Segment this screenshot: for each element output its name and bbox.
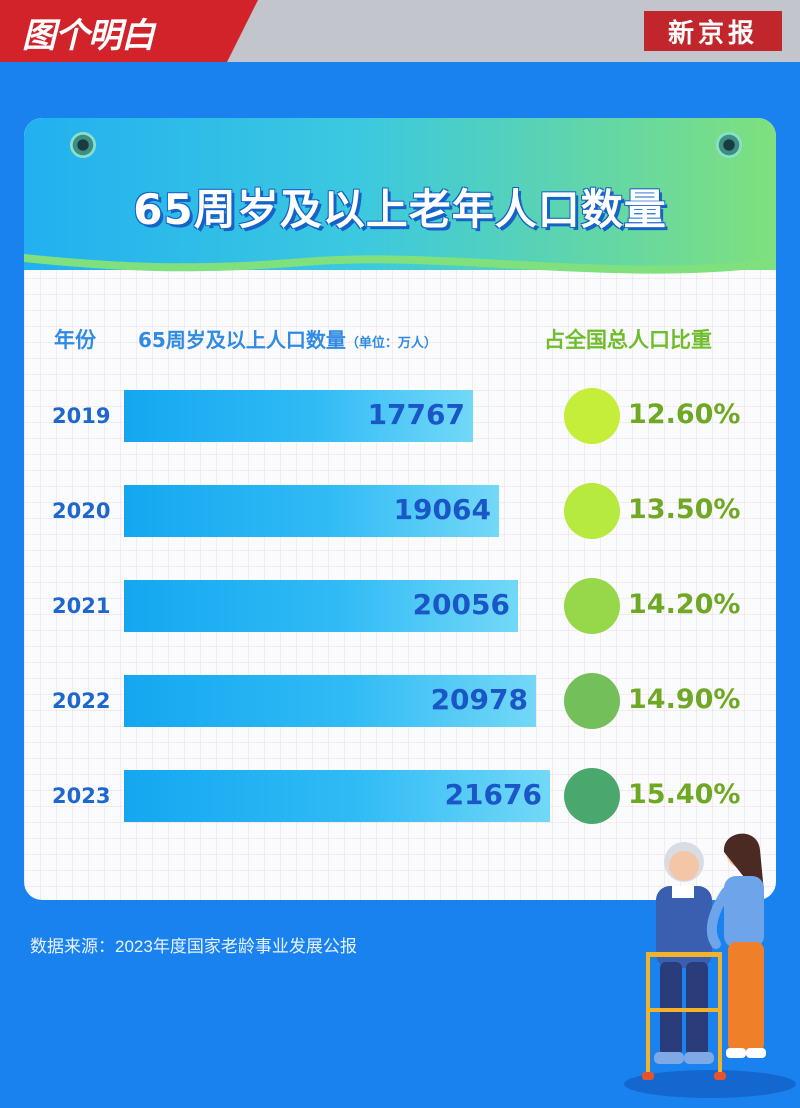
population-bar: 19064 [124,485,499,537]
bar-value-label: 17767 [367,398,465,431]
column-header-count: 65周岁及以上人口数量（单位：万人） [138,324,437,353]
share-circle [564,768,620,824]
newspaper-logo: 新京报 [644,11,782,51]
share-percent: 14.90% [628,684,741,715]
pin-icon-right [716,132,742,158]
column-header-share: 占全国总人口比重 [544,328,712,352]
share-percent: 15.40% [628,779,741,810]
population-bar: 20056 [124,580,518,632]
share-circle [564,578,620,634]
pin-icon-left [70,132,96,158]
column-header-unit: （单位：万人） [345,336,437,351]
bar-value-label: 20056 [412,588,510,621]
brand-tag: 图个明白 [0,0,258,62]
year-label: 2020 [52,499,111,523]
column-header-year: 年份 [54,328,96,352]
top-bar: 图个明白 新京报 [0,0,800,62]
bar-value-label: 20978 [430,683,528,716]
population-bar: 21676 [124,770,550,822]
banner-wave [24,236,776,274]
bar-value-label: 21676 [444,778,542,811]
year-label: 2023 [52,784,111,808]
share-percent: 12.60% [628,399,741,430]
column-header-count-label: 65周岁及以上人口数量 [138,328,346,352]
population-bar: 20978 [124,675,536,727]
year-label: 2019 [52,404,111,428]
caregiver-illustration [624,833,796,1098]
brand-name: 图个明白 [22,16,155,56]
share-circle [564,388,620,444]
share-circle [564,483,620,539]
chart-title: 65周岁及以上老年人口数量 [133,185,667,234]
data-source: 数据来源：2023年度国家老龄事业发展公报 [30,937,357,956]
year-label: 2021 [52,594,111,618]
share-percent: 13.50% [628,494,741,525]
chart-card: 65周岁及以上老年人口数量 年份 65周岁及以上人口数量（单位：万人） 占全国总… [24,118,776,900]
share-percent: 14.20% [628,589,741,620]
share-circle [564,673,620,729]
year-label: 2022 [52,689,111,713]
population-bar: 17767 [124,390,473,442]
bar-value-label: 19064 [393,493,491,526]
